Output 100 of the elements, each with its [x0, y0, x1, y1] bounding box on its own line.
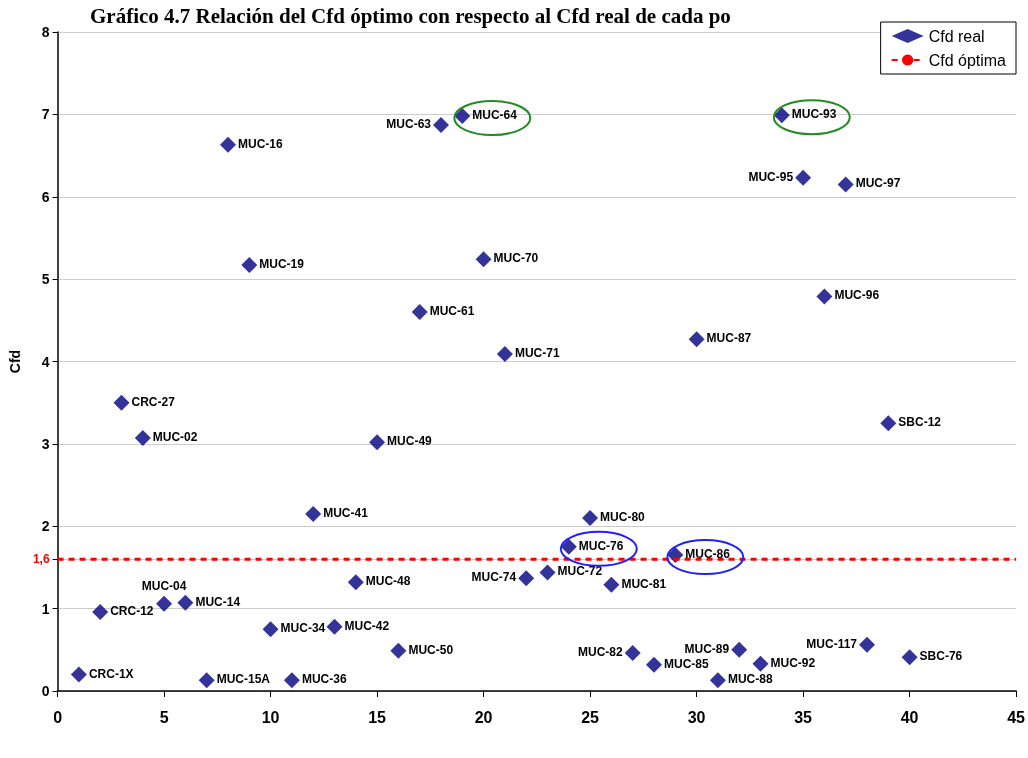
point	[560, 538, 577, 555]
annotation: MUC-72	[557, 564, 603, 579]
legend-label: Cfd real	[928, 27, 985, 45]
annotation: MUC-89	[684, 641, 730, 656]
point	[70, 666, 87, 683]
point	[816, 288, 833, 305]
x-tick-label: 40	[900, 708, 919, 726]
annotation: MUC-42	[344, 618, 390, 633]
annotation: MUC-50	[408, 642, 454, 657]
annotation: MUC-02	[152, 430, 198, 445]
annotation: MUC-80	[600, 510, 646, 525]
annotation: MUC-97	[855, 176, 901, 191]
annotation: MUC-74	[471, 570, 517, 585]
annotation: MUC-70	[493, 251, 539, 266]
point	[92, 603, 109, 620]
annotation: MUC-93	[791, 107, 837, 122]
point	[177, 594, 194, 611]
point	[773, 107, 790, 124]
y-tick-label: 3	[41, 435, 50, 452]
annotation: MUC-04	[141, 578, 187, 593]
point	[156, 595, 173, 612]
y-tick-label: 1	[41, 600, 50, 617]
annotation: MUC-34	[280, 621, 326, 636]
x-tick-label: 30	[687, 708, 706, 726]
annotation: MUC-36	[301, 672, 347, 687]
point	[475, 251, 492, 268]
point	[262, 621, 279, 638]
y-tick-label: 0	[41, 683, 50, 699]
y-axis-title: Cfd	[7, 349, 23, 374]
annotation: MUC-64	[472, 108, 518, 123]
annotation: MUC-82	[578, 645, 624, 660]
point	[347, 574, 364, 591]
annotation: MUC-95	[748, 169, 794, 184]
x-tick-label: 0	[53, 708, 63, 726]
annotation: MUC-85	[663, 656, 709, 671]
point	[731, 641, 748, 658]
point	[795, 169, 812, 186]
x-tick-label: 35	[794, 708, 813, 726]
annotation: MUC-117	[806, 636, 858, 651]
point	[219, 136, 236, 153]
point	[432, 117, 449, 134]
point	[198, 672, 215, 689]
point	[709, 672, 726, 689]
x-tick-label: 20	[474, 708, 493, 726]
point	[901, 649, 918, 666]
point	[518, 570, 535, 587]
y-tick-label: 5	[41, 271, 50, 288]
annotation: CRC-1X	[88, 666, 134, 681]
point	[454, 108, 471, 125]
y-tick-label: 7	[41, 106, 50, 123]
annotation: MUC-86	[685, 547, 731, 562]
chart-title: Gráfico 4.7 Relación del Cfd óptimo con respecto al Cfd real de cada po	[90, 3, 731, 28]
annotation: MUC-81	[621, 576, 667, 591]
point	[752, 655, 769, 672]
point	[688, 331, 705, 348]
annotation: MUC-41	[323, 505, 369, 520]
point	[326, 618, 343, 635]
annotation: MUC-96	[834, 288, 880, 303]
annotation: MUC-92	[770, 655, 816, 670]
annotation: CRC-27	[131, 394, 176, 409]
x-tick-label: 10	[261, 708, 280, 726]
point	[113, 394, 130, 411]
point	[496, 346, 513, 363]
annotation: MUC-16	[237, 136, 283, 151]
annotation: MUC-49	[387, 434, 433, 449]
point	[134, 430, 151, 447]
annotation: MUC-15A	[216, 672, 271, 687]
annotation: MUC-61	[429, 304, 475, 319]
x-tick-label: 25	[581, 708, 600, 726]
point	[369, 434, 386, 451]
point	[582, 510, 599, 527]
annotation: MUC-71	[514, 346, 560, 361]
point	[624, 645, 641, 662]
point	[880, 415, 897, 432]
annotation: CRC-12	[110, 603, 154, 618]
y-tick-label: 8	[41, 24, 50, 40]
annotation: MUC-63	[386, 117, 432, 132]
point	[645, 656, 662, 673]
point	[859, 636, 875, 653]
point	[390, 642, 407, 659]
annotation: MUC-19	[259, 257, 305, 272]
point	[603, 576, 620, 593]
annotation: MUC-88	[727, 672, 773, 687]
point	[837, 176, 854, 193]
annotation: MUC-48	[365, 574, 411, 589]
legend-label: Cfd óptima	[928, 51, 1007, 69]
annotation: SBC-12	[898, 415, 942, 430]
point	[539, 564, 556, 581]
annotation: MUC-14	[195, 594, 241, 609]
x-tick-label: 45	[1007, 708, 1026, 726]
annotation: MUC-76	[578, 538, 624, 553]
point	[305, 505, 322, 522]
y-tick-label: 2	[41, 518, 50, 535]
point	[283, 672, 300, 689]
point	[241, 257, 258, 274]
x-tick-label: 15	[368, 708, 387, 726]
point	[411, 304, 428, 321]
annotation: SBC-76	[919, 649, 963, 664]
y-tick-label: 6	[41, 188, 50, 205]
x-tick-label: 5	[159, 708, 169, 726]
